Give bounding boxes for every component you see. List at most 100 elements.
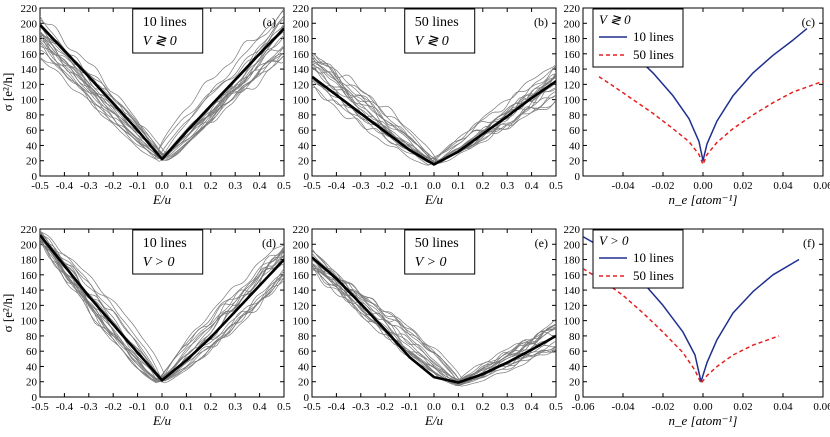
sample-trace [40,230,284,380]
x-tick-label: 0.4 [253,401,267,413]
x-tick-label: -0.06 [572,401,595,413]
y-tick-label: 60 [569,346,581,358]
y-tick-label: 140 [21,64,38,76]
x-tick-label: 0.04 [773,401,793,413]
y-tick-label: 20 [298,377,310,389]
mean-trace [40,23,284,161]
sample-trace [312,60,556,164]
sample-trace [312,255,556,385]
sample-trace [40,45,284,159]
sample-trace [40,8,284,159]
y-tick-label: 60 [298,125,310,137]
x-tick-label: 0.3 [500,401,514,413]
annotation-line: V > 0 [415,255,447,270]
sample-trace [312,66,556,163]
x-tick-label: -0.02 [652,401,675,413]
x-tick-label: -0.2 [104,180,121,192]
y-tick-label: 220 [564,3,581,15]
y-tick-label: 220 [293,224,310,236]
x-tick-label: 0.04 [773,180,793,192]
y-tick-label: 120 [564,300,581,312]
y-tick-label: 160 [564,49,581,61]
y-tick-label: 100 [293,95,310,107]
plot-area [312,51,556,166]
x-tick-label: -0.5 [303,401,321,413]
x-tick-label: 0.4 [253,180,267,192]
y-tick-label: 0 [575,171,581,183]
panel-label: (c) [802,15,815,29]
x-tick-label: -0.3 [80,180,98,192]
legend-entry-1: 10 lines [633,29,674,44]
y-tick-label: 200 [293,18,310,30]
y-tick-label: 40 [298,361,310,373]
y-tick-label: 140 [21,285,38,297]
y-axis-label: σ [e²/h] [0,73,15,112]
x-tick-label: -0.3 [352,180,370,192]
y-tick-label: 200 [564,18,581,30]
y-tick-label: 180 [293,255,310,267]
x-tick-label: -0.2 [376,180,393,192]
x-tick-label: 0.2 [204,180,218,192]
y-tick-label: 80 [298,331,310,343]
y-tick-label: 160 [21,270,38,282]
y-tick-label: 180 [21,255,38,267]
sample-trace [312,249,556,387]
x-tick-label: 0.4 [525,401,539,413]
legend-header: V > 0 [599,233,629,248]
y-tick-label: 20 [298,156,310,168]
sample-trace [40,35,284,158]
y-tick-label: 0 [32,392,38,404]
x-tick-label: 0.3 [228,180,242,192]
x-tick-label: -0.1 [401,180,418,192]
y-tick-label: 200 [564,239,581,251]
y-tick-label: 180 [564,255,581,267]
x-tick-label: 0.5 [549,180,563,192]
y-tick-label: 20 [569,377,581,389]
x-tick-label: -0.4 [56,401,74,413]
y-tick-label: 160 [293,49,310,61]
x-tick-label: -0.5 [31,180,49,192]
x-tick-label: 0.0 [155,401,169,413]
y-tick-label: 200 [21,239,38,251]
x-tick-label: 0.4 [525,180,539,192]
mean-trace [312,256,556,384]
annotation-line: V > 0 [143,255,175,270]
y-tick-label: 120 [293,300,310,312]
annotation-line: 10 lines [143,15,187,30]
y-tick-label: 20 [569,156,581,168]
y-tick-label: 80 [569,331,581,343]
y-tick-label: 160 [564,270,581,282]
sample-trace [312,66,556,164]
legend-header: V ≷ 0 [599,12,631,27]
y-tick-label: 160 [293,270,310,282]
y-tick-label: 220 [21,224,38,236]
sample-trace [312,267,556,382]
sample-trace [40,236,284,379]
mean-trace [40,234,284,382]
sample-trace [40,24,284,156]
y-tick-label: 120 [293,79,310,91]
x-tick-label: -0.4 [328,401,346,413]
annotation-box [404,229,476,275]
x-tick-label: 0.0 [427,401,441,413]
mean-trace [312,75,556,166]
y-tick-label: 0 [575,392,581,404]
legend-entry-2: 50 lines [633,47,674,62]
panel-e: 0 20 40 60 80 100 120 140 160 180 200 220 -0.5 -0.4 -0… [293,224,564,428]
panel-label: (e) [535,236,548,250]
annotation-line: 10 lines [143,236,187,251]
y-tick-label: 200 [293,239,310,251]
x-tick-label: 0.0 [427,180,441,192]
sample-trace [312,62,556,164]
y-tick-label: 0 [304,392,310,404]
sample-trace [312,250,556,383]
y-tick-label: 180 [564,34,581,46]
x-tick-label: 0.1 [180,401,194,413]
y-tick-label: 160 [21,49,38,61]
panel-d: 0 20 40 60 80 100 120 140 160 180 200 220 -0.5 -0.4 -0… [0,224,291,428]
legend-box [592,229,684,289]
sample-trace [312,257,556,384]
annotation-box [404,8,476,54]
panel-f: 0 20 40 60 80 100 120 140 160 180 200 220 -0.06 -0.04… [564,224,830,428]
